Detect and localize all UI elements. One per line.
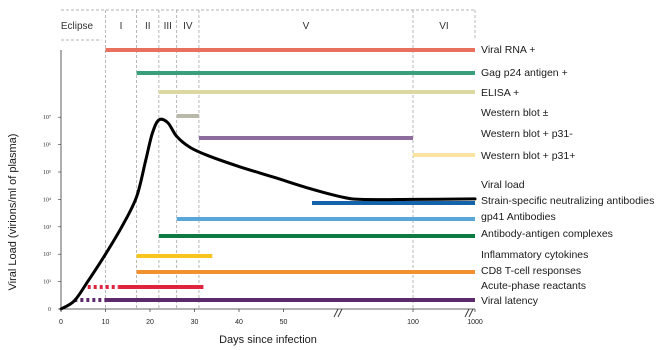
stage-label: I bbox=[120, 21, 123, 32]
x-tick-label: 100 bbox=[407, 319, 419, 326]
marker-label: Viral load bbox=[481, 179, 525, 191]
stage-label: VI bbox=[439, 21, 448, 32]
x-axis-title: Days since infection bbox=[219, 334, 317, 346]
x-tick-label: 50 bbox=[280, 319, 288, 326]
y-tick-label: 0 bbox=[48, 307, 51, 313]
x-tick-label: 20 bbox=[146, 319, 154, 326]
stage-labels: Eclipse I II III IV V VI bbox=[61, 21, 449, 32]
marker-label: gp41 Antibodies bbox=[481, 211, 556, 223]
y-tick-label: 10⁵ bbox=[43, 170, 51, 176]
x-tick-label: 40 bbox=[235, 319, 243, 326]
marker-labels: Viral RNA + Gag p24 antigen + ELISA + Weste… bbox=[481, 44, 654, 307]
stage-label: Eclipse bbox=[61, 21, 94, 32]
marker-label: Strain-specific neutralizing antibodies bbox=[481, 195, 654, 207]
marker-label: Viral RNA + bbox=[481, 44, 535, 56]
y-tick-label: 10² bbox=[43, 252, 51, 258]
y-tick-label: 10⁷ bbox=[43, 115, 51, 121]
marker-label: Western blot ± bbox=[481, 107, 549, 119]
y-tick-labels: 0 10¹ 10² 10³ 10⁴ 10⁵ 10⁶ 10⁷ bbox=[43, 115, 61, 313]
x-tick-labels: 0 10 20 30 40 50 100 1000 bbox=[59, 309, 483, 326]
axis-break bbox=[333, 308, 343, 318]
marker-label: ELISA + bbox=[481, 87, 519, 99]
marker-label: Western blot + p31- bbox=[481, 128, 573, 140]
marker-label: Inflammatory cytokines bbox=[481, 249, 588, 261]
x-tick-label: 1000 bbox=[467, 319, 483, 326]
stage-dividers bbox=[61, 9, 476, 309]
stage-label: IV bbox=[183, 21, 193, 32]
y-axis-title: Viral Load (virions/ml of plasma) bbox=[7, 134, 19, 291]
x-tick-label: 0 bbox=[59, 319, 63, 326]
y-tick-label: 10⁶ bbox=[43, 143, 51, 149]
marker-label: Viral latency bbox=[481, 295, 539, 307]
marker-label: Gag p24 antigen + bbox=[481, 67, 568, 79]
marker-label: Western blot + p31+ bbox=[481, 150, 575, 162]
marker-label: Acute-phase reactants bbox=[481, 280, 586, 292]
marker-label: Antibody-antigen complexes bbox=[481, 228, 613, 240]
y-tick-label: 10³ bbox=[43, 225, 51, 231]
marker-bars bbox=[74, 48, 475, 302]
stage-label: III bbox=[164, 21, 172, 32]
viral-load-curve bbox=[59, 117, 477, 311]
stage-label: V bbox=[303, 21, 310, 32]
stage-label: II bbox=[145, 21, 151, 32]
y-tick-label: 10⁴ bbox=[43, 197, 51, 203]
axes bbox=[60, 50, 475, 318]
axis-break bbox=[464, 308, 474, 318]
x-tick-label: 10 bbox=[102, 319, 110, 326]
viral-load-line bbox=[59, 117, 477, 311]
marker-label: CD8 T-cell responses bbox=[481, 265, 581, 277]
y-tick-label: 10¹ bbox=[43, 280, 51, 286]
x-tick-label: 30 bbox=[191, 319, 199, 326]
